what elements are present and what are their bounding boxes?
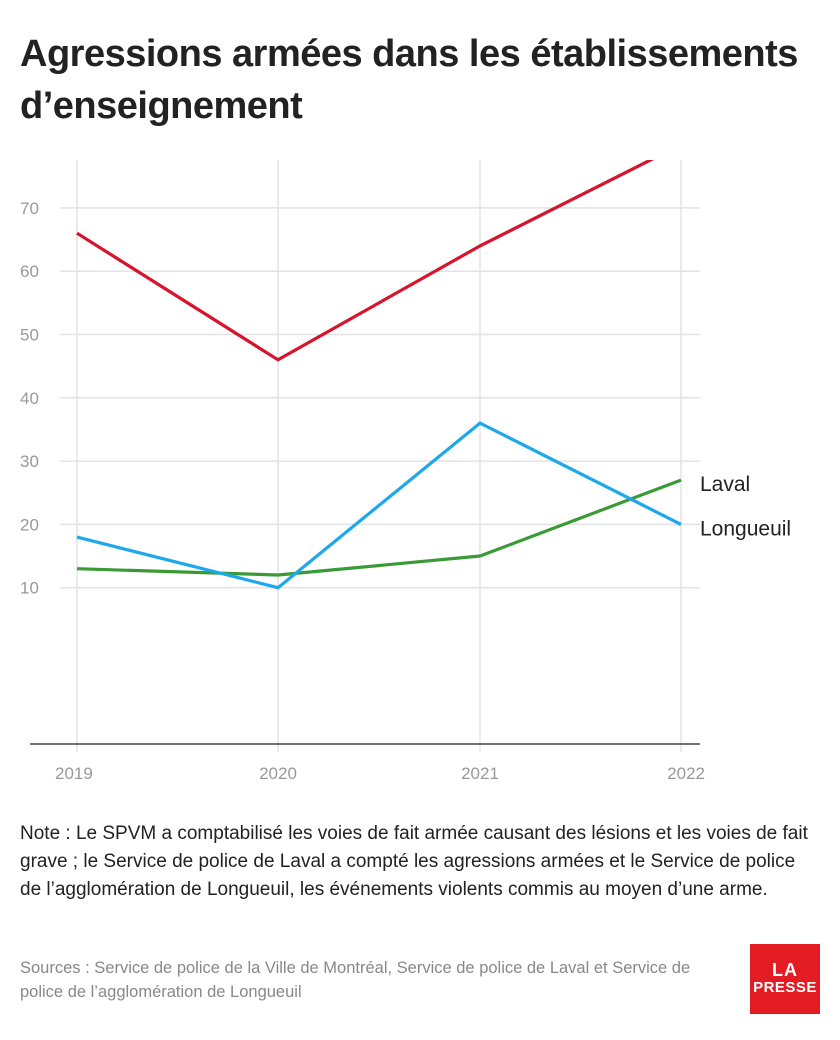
chart-title: Agressions armées dans les établissement…: [20, 33, 798, 127]
logo-line-1: LA: [772, 960, 798, 980]
y-tick-label: 10: [20, 579, 39, 598]
chart-sources: Sources : Service de police de la Ville …: [20, 959, 691, 1001]
gridlines: [60, 160, 700, 752]
y-tick-label: 20: [20, 515, 39, 534]
series-line-longueuil: [76, 421, 682, 590]
series-label-longueuil: Longueuil: [700, 517, 791, 540]
y-tick-label: 70: [20, 199, 39, 218]
line-chart: 1020304050607080902019202020212022 Montr…: [20, 160, 791, 783]
y-tick-label: 40: [20, 389, 39, 408]
x-tick-label: 2019: [55, 764, 93, 783]
series-label-laval: Laval: [700, 473, 750, 496]
series-lines: [76, 160, 682, 590]
x-tick-label: 2020: [259, 764, 297, 783]
y-tick-label: 50: [20, 326, 39, 345]
axis: 1020304050607080902019202020212022: [20, 199, 705, 783]
series-labels: MontréalLavalLongueuil: [700, 473, 791, 540]
y-tick-label: 30: [20, 452, 39, 471]
la-presse-logo: LA PRESSE: [750, 944, 820, 1014]
series-line-laval: [76, 478, 682, 577]
series-line-montral: [76, 160, 654, 362]
logo-line-2: PRESSE: [753, 979, 817, 996]
x-tick-label: 2022: [667, 764, 705, 783]
y-tick-label: 60: [20, 262, 39, 281]
x-tick-label: 2021: [461, 764, 499, 783]
chart-note: Note : Le SPVM a comptabilisé les voies …: [20, 823, 808, 900]
